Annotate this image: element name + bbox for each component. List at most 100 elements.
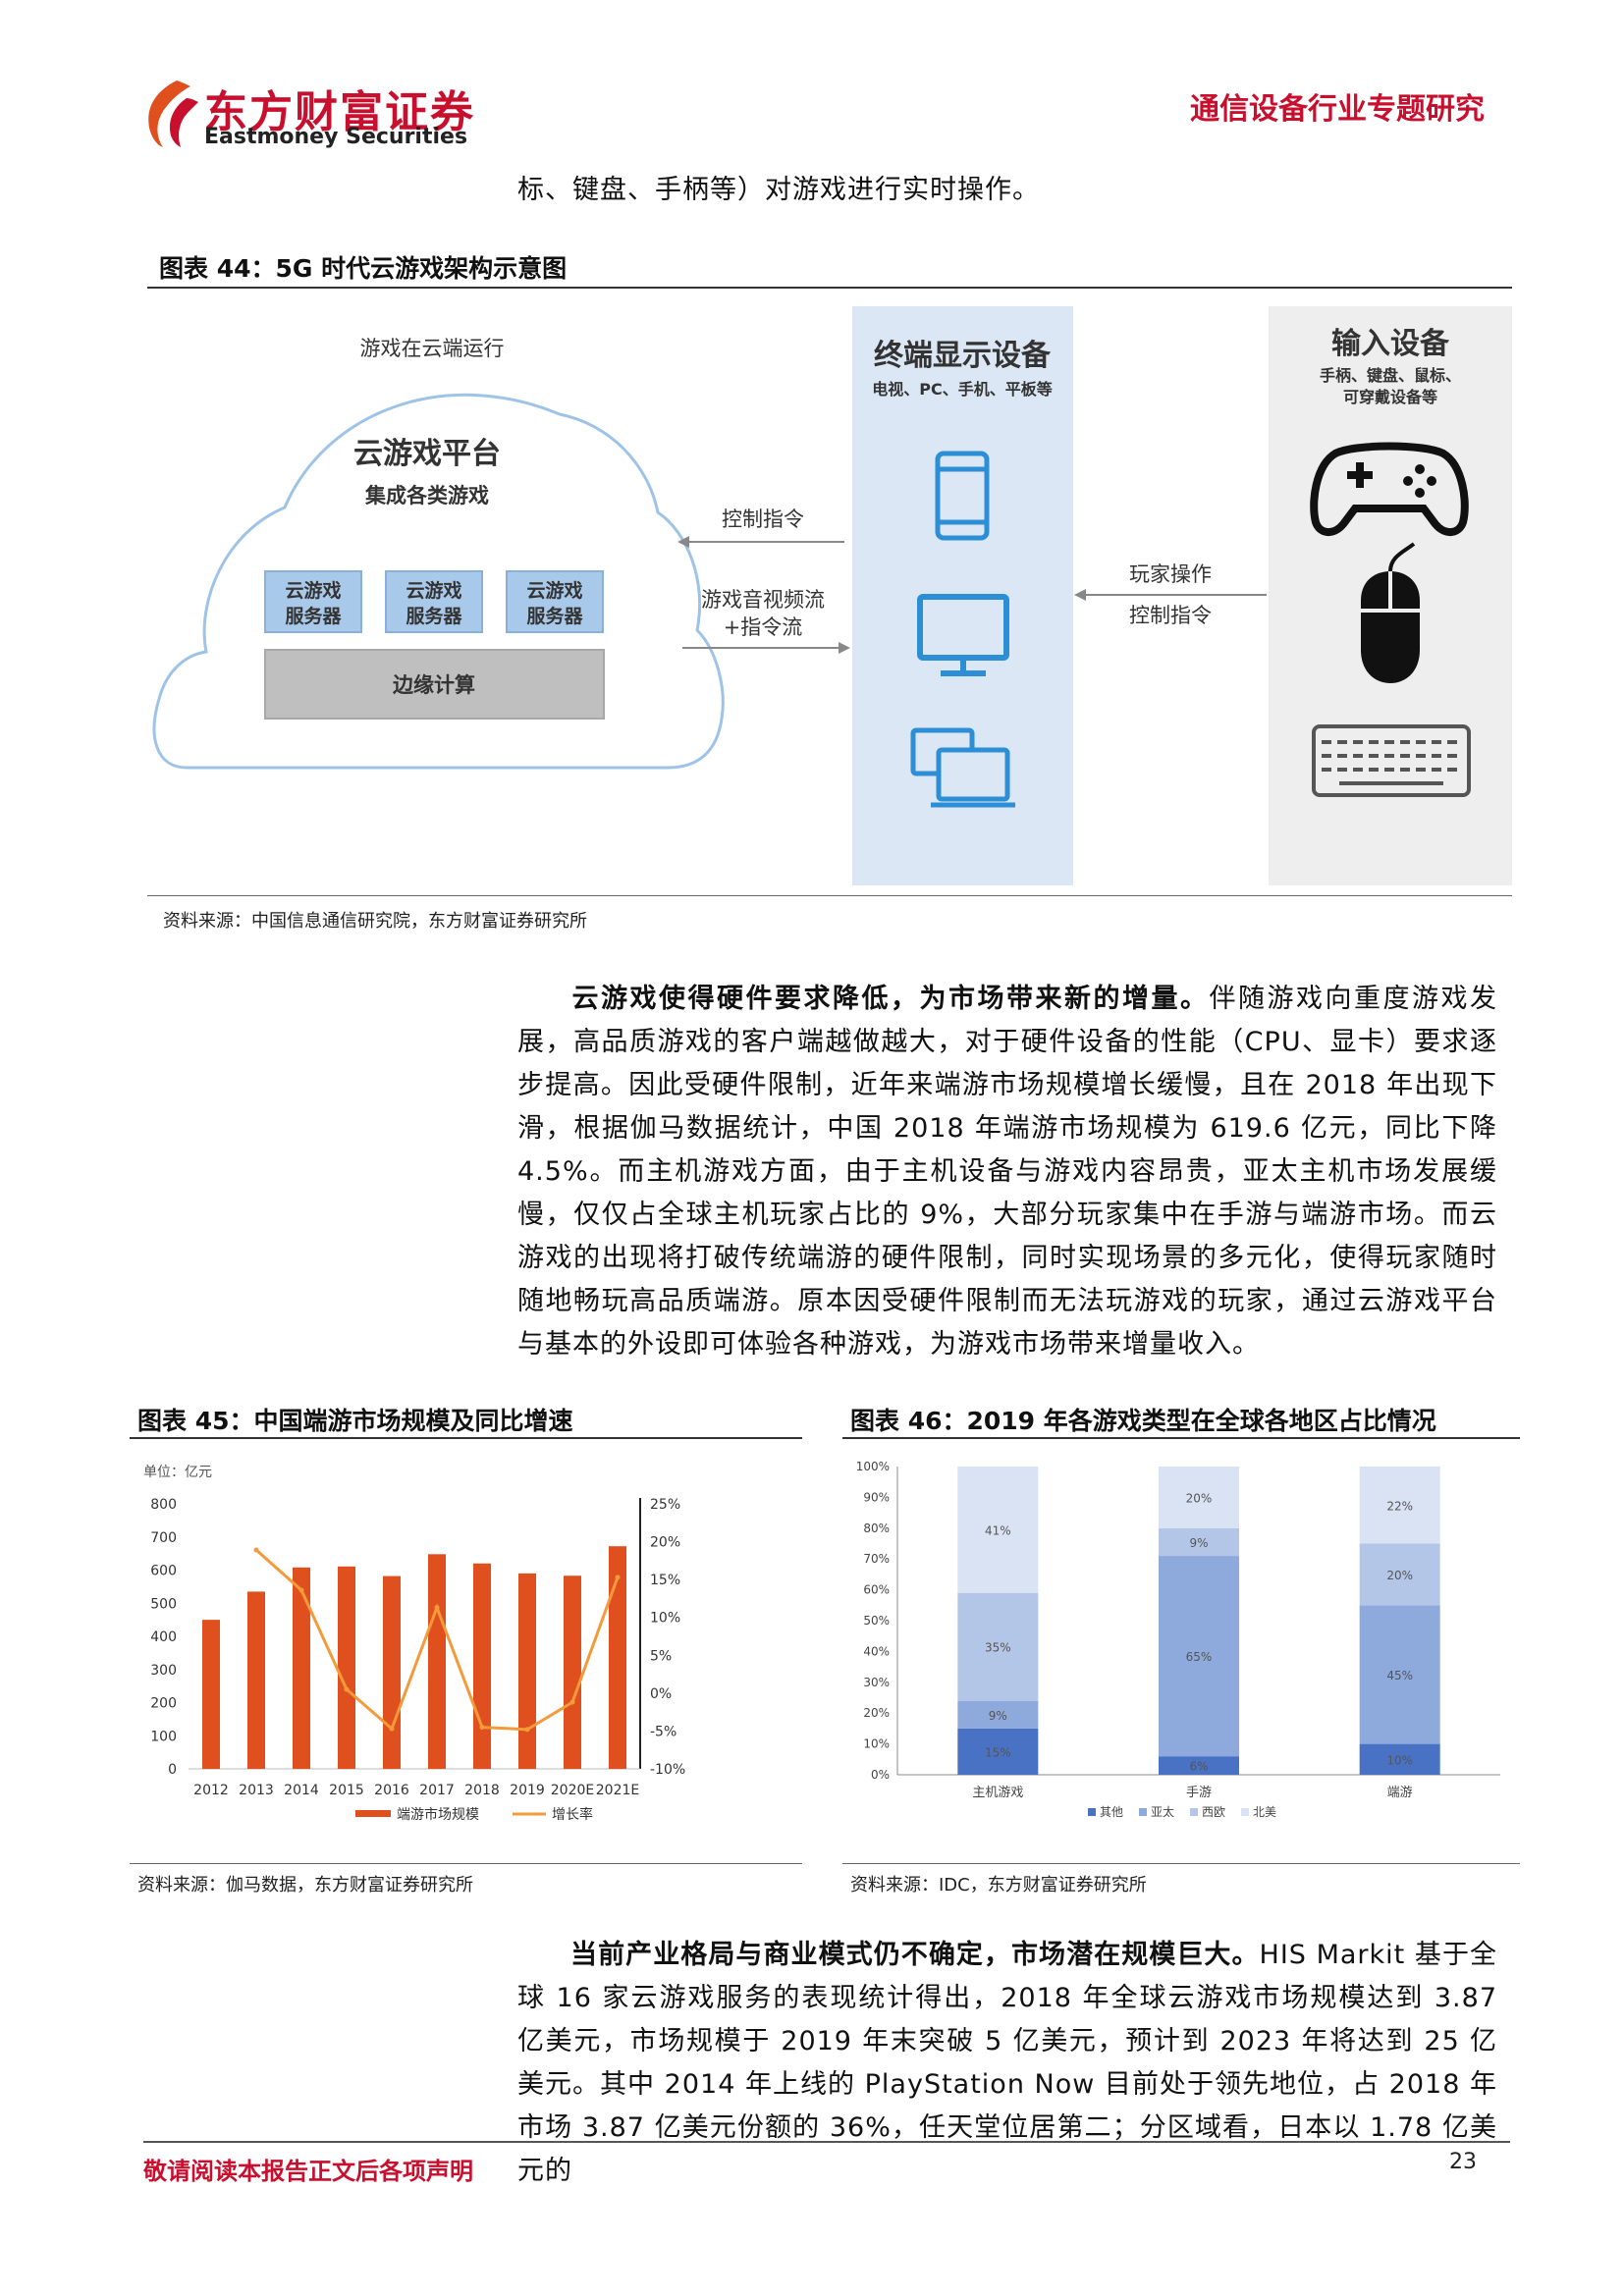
brand-name-cn: 东方财富证券: [204, 87, 475, 137]
chart45-bar: [202, 1620, 220, 1769]
chart45-legend-bar-label: 端游市场规模: [397, 1806, 479, 1823]
figure-45-rule: [130, 1437, 802, 1439]
platform-title: 云游戏平台: [353, 437, 501, 471]
chart46-bar-segment: [1159, 1556, 1239, 1757]
chart46-data-label: 35%: [985, 1641, 1011, 1655]
chart46-xtick: 主机游戏: [972, 1786, 1023, 1800]
chart45-growth-point: [479, 1725, 485, 1731]
chart45-ytick-left: 600: [150, 1564, 177, 1579]
chart45-xtick: 2017: [419, 1783, 455, 1798]
chart45-ytick-right: -5%: [650, 1724, 677, 1739]
edge-computing-box: 边缘计算: [264, 649, 605, 720]
chart46-bar-segment: [1159, 1527, 1239, 1557]
server-label-1b: 服务器: [285, 605, 342, 627]
chart45-ytick-left: 800: [150, 1497, 177, 1513]
chart46-data-label: 6%: [1189, 1760, 1208, 1774]
chart46-data-label: 15%: [985, 1745, 1011, 1759]
figure-44-title: 图表 44：5G 时代云游戏架构示意图: [159, 254, 568, 283]
chart46-ytick: 0%: [871, 1768, 890, 1782]
chart45-ytick-left: 500: [150, 1596, 177, 1612]
chart46-bar-segment: [957, 1592, 1039, 1701]
chart45-ytick-left: 200: [150, 1696, 177, 1712]
chart45-ytick-right: 15%: [650, 1573, 680, 1588]
figure-46-bottom-rule: [842, 1863, 1520, 1864]
chart45-growth-point: [389, 1726, 395, 1732]
chart45-ytick-right: 10%: [650, 1611, 680, 1627]
arrow-control-label: 控制指令: [722, 507, 804, 531]
report-category-title: 通信设备行业专题研究: [1190, 92, 1485, 127]
chart45-bar: [564, 1575, 581, 1769]
chart45-bar: [247, 1591, 265, 1769]
chart46-bar-segment: [1359, 1543, 1440, 1606]
server-label-1a: 云游戏: [285, 579, 341, 602]
terminal-title: 终端显示设备: [874, 339, 1052, 373]
chart45-ytick-right: 0%: [650, 1686, 672, 1702]
figure-44-source: 资料来源：中国信息通信研究院，东方财富证券研究所: [163, 911, 587, 932]
chart46-ytick: 80%: [863, 1522, 890, 1535]
chart45-bar: [293, 1567, 310, 1769]
paragraph-1: 云游戏使得硬件要求降低，为市场带来新的增量。伴随游戏向重度游戏发展，高品质游戏的…: [517, 978, 1497, 1366]
chart46-legend-label: 西欧: [1202, 1805, 1225, 1819]
chart45-growth-point: [434, 1605, 440, 1611]
chart45-growth-point: [298, 1587, 304, 1593]
chart46-bar-segment: [1159, 1756, 1239, 1775]
figure-45-source: 资料来源：伽马数据，东方财富证券研究所: [137, 1875, 473, 1896]
chart46-legend-label: 其他: [1100, 1805, 1123, 1819]
eastmoney-logo-icon: [148, 80, 198, 147]
figure-46-title: 图表 46：2019 年各游戏类型在全球各地区占比情况: [850, 1407, 1436, 1435]
chart45-growth-point: [615, 1575, 621, 1580]
mouse-icon: [1361, 542, 1420, 683]
chart45-ytick-left: 300: [150, 1663, 177, 1679]
chart46-data-label: 65%: [1186, 1650, 1213, 1664]
input-subtitle-2: 可穿戴设备等: [1343, 388, 1437, 406]
chart45-xtick: 2016: [374, 1783, 409, 1798]
player-op-label: 玩家操作: [1129, 562, 1212, 586]
figure-46-rule: [842, 1437, 1520, 1439]
figure-45-bottom-rule: [130, 1863, 802, 1864]
intro-line: 标、键盘、手柄等）对游戏进行实时操作。: [517, 175, 1040, 205]
chart45-ytick-left: 100: [150, 1729, 177, 1744]
chart45-ytick-right: 20%: [650, 1535, 680, 1551]
chart46-xtick: 端游: [1387, 1786, 1413, 1800]
input-title: 输入设备: [1331, 327, 1450, 361]
figure-44-bottom-rule: [147, 895, 1512, 896]
server-label-2a: 云游戏: [406, 579, 461, 602]
chart45-bar: [428, 1554, 446, 1769]
input-subtitle-1: 手柄、键盘、鼠标、: [1320, 366, 1461, 385]
page-number: 23: [1449, 2150, 1477, 2174]
chart45-xtick: 2013: [239, 1783, 274, 1798]
figure-46-source: 资料来源：IDC，东方财富证券研究所: [850, 1875, 1147, 1896]
terminal-subtitle: 电视、PC、手机、平板等: [872, 380, 1052, 399]
chart45-ytick-right: 5%: [650, 1648, 672, 1664]
phone-icon: [935, 451, 990, 541]
chart46-bar-segment: [957, 1728, 1039, 1775]
gamepad-icon: [1310, 442, 1469, 536]
chart45-xtick: 2021E: [596, 1783, 639, 1798]
paragraph-2-lead: 当前产业格局与商业模式仍不确定，市场潜在规模巨大。: [570, 1940, 1260, 1970]
server-label-2b: 服务器: [406, 605, 462, 627]
chart46-ytick: 10%: [863, 1737, 890, 1751]
chart46-ytick: 70%: [863, 1552, 890, 1566]
chart46-ytick: 90%: [863, 1490, 890, 1504]
chart46-data-label: 9%: [989, 1709, 1007, 1723]
chart46-ytick: 100%: [856, 1460, 890, 1473]
server-box-2: 云游戏 服务器: [385, 570, 483, 633]
chart46-legend-swatch: [1190, 1808, 1198, 1816]
chart46-xtick: 手游: [1186, 1786, 1212, 1800]
chart46-ytick: 30%: [863, 1676, 890, 1689]
stream-arrow: 游戏音视频流 +指令流: [682, 588, 850, 654]
chart46-legend-swatch: [1241, 1808, 1249, 1816]
paragraph-1-lead: 云游戏使得硬件要求降低，为市场带来新的增量。: [570, 984, 1210, 1014]
chart45-unit-label: 单位：亿元: [143, 1465, 212, 1480]
chart45-xtick: 2015: [329, 1783, 364, 1798]
paragraph-1-body: 伴随游戏向重度游戏发展，高品质游戏的客户端越做越大，对于硬件设备的性能（CPU、…: [517, 984, 1497, 1360]
chart45-ytick-left: 400: [150, 1629, 177, 1645]
chart46-bar-segment: [1359, 1743, 1440, 1775]
brand-name-en: Eastmoney Securities: [204, 125, 468, 149]
chart45-ytick-right: -10%: [650, 1762, 685, 1778]
chart46-data-label: 9%: [1189, 1536, 1208, 1550]
chart46-data-label: 45%: [1386, 1669, 1413, 1682]
chart45-growth-point: [524, 1727, 530, 1733]
chart45-xtick: 2012: [193, 1783, 229, 1798]
chart46-ytick: 50%: [863, 1614, 890, 1628]
